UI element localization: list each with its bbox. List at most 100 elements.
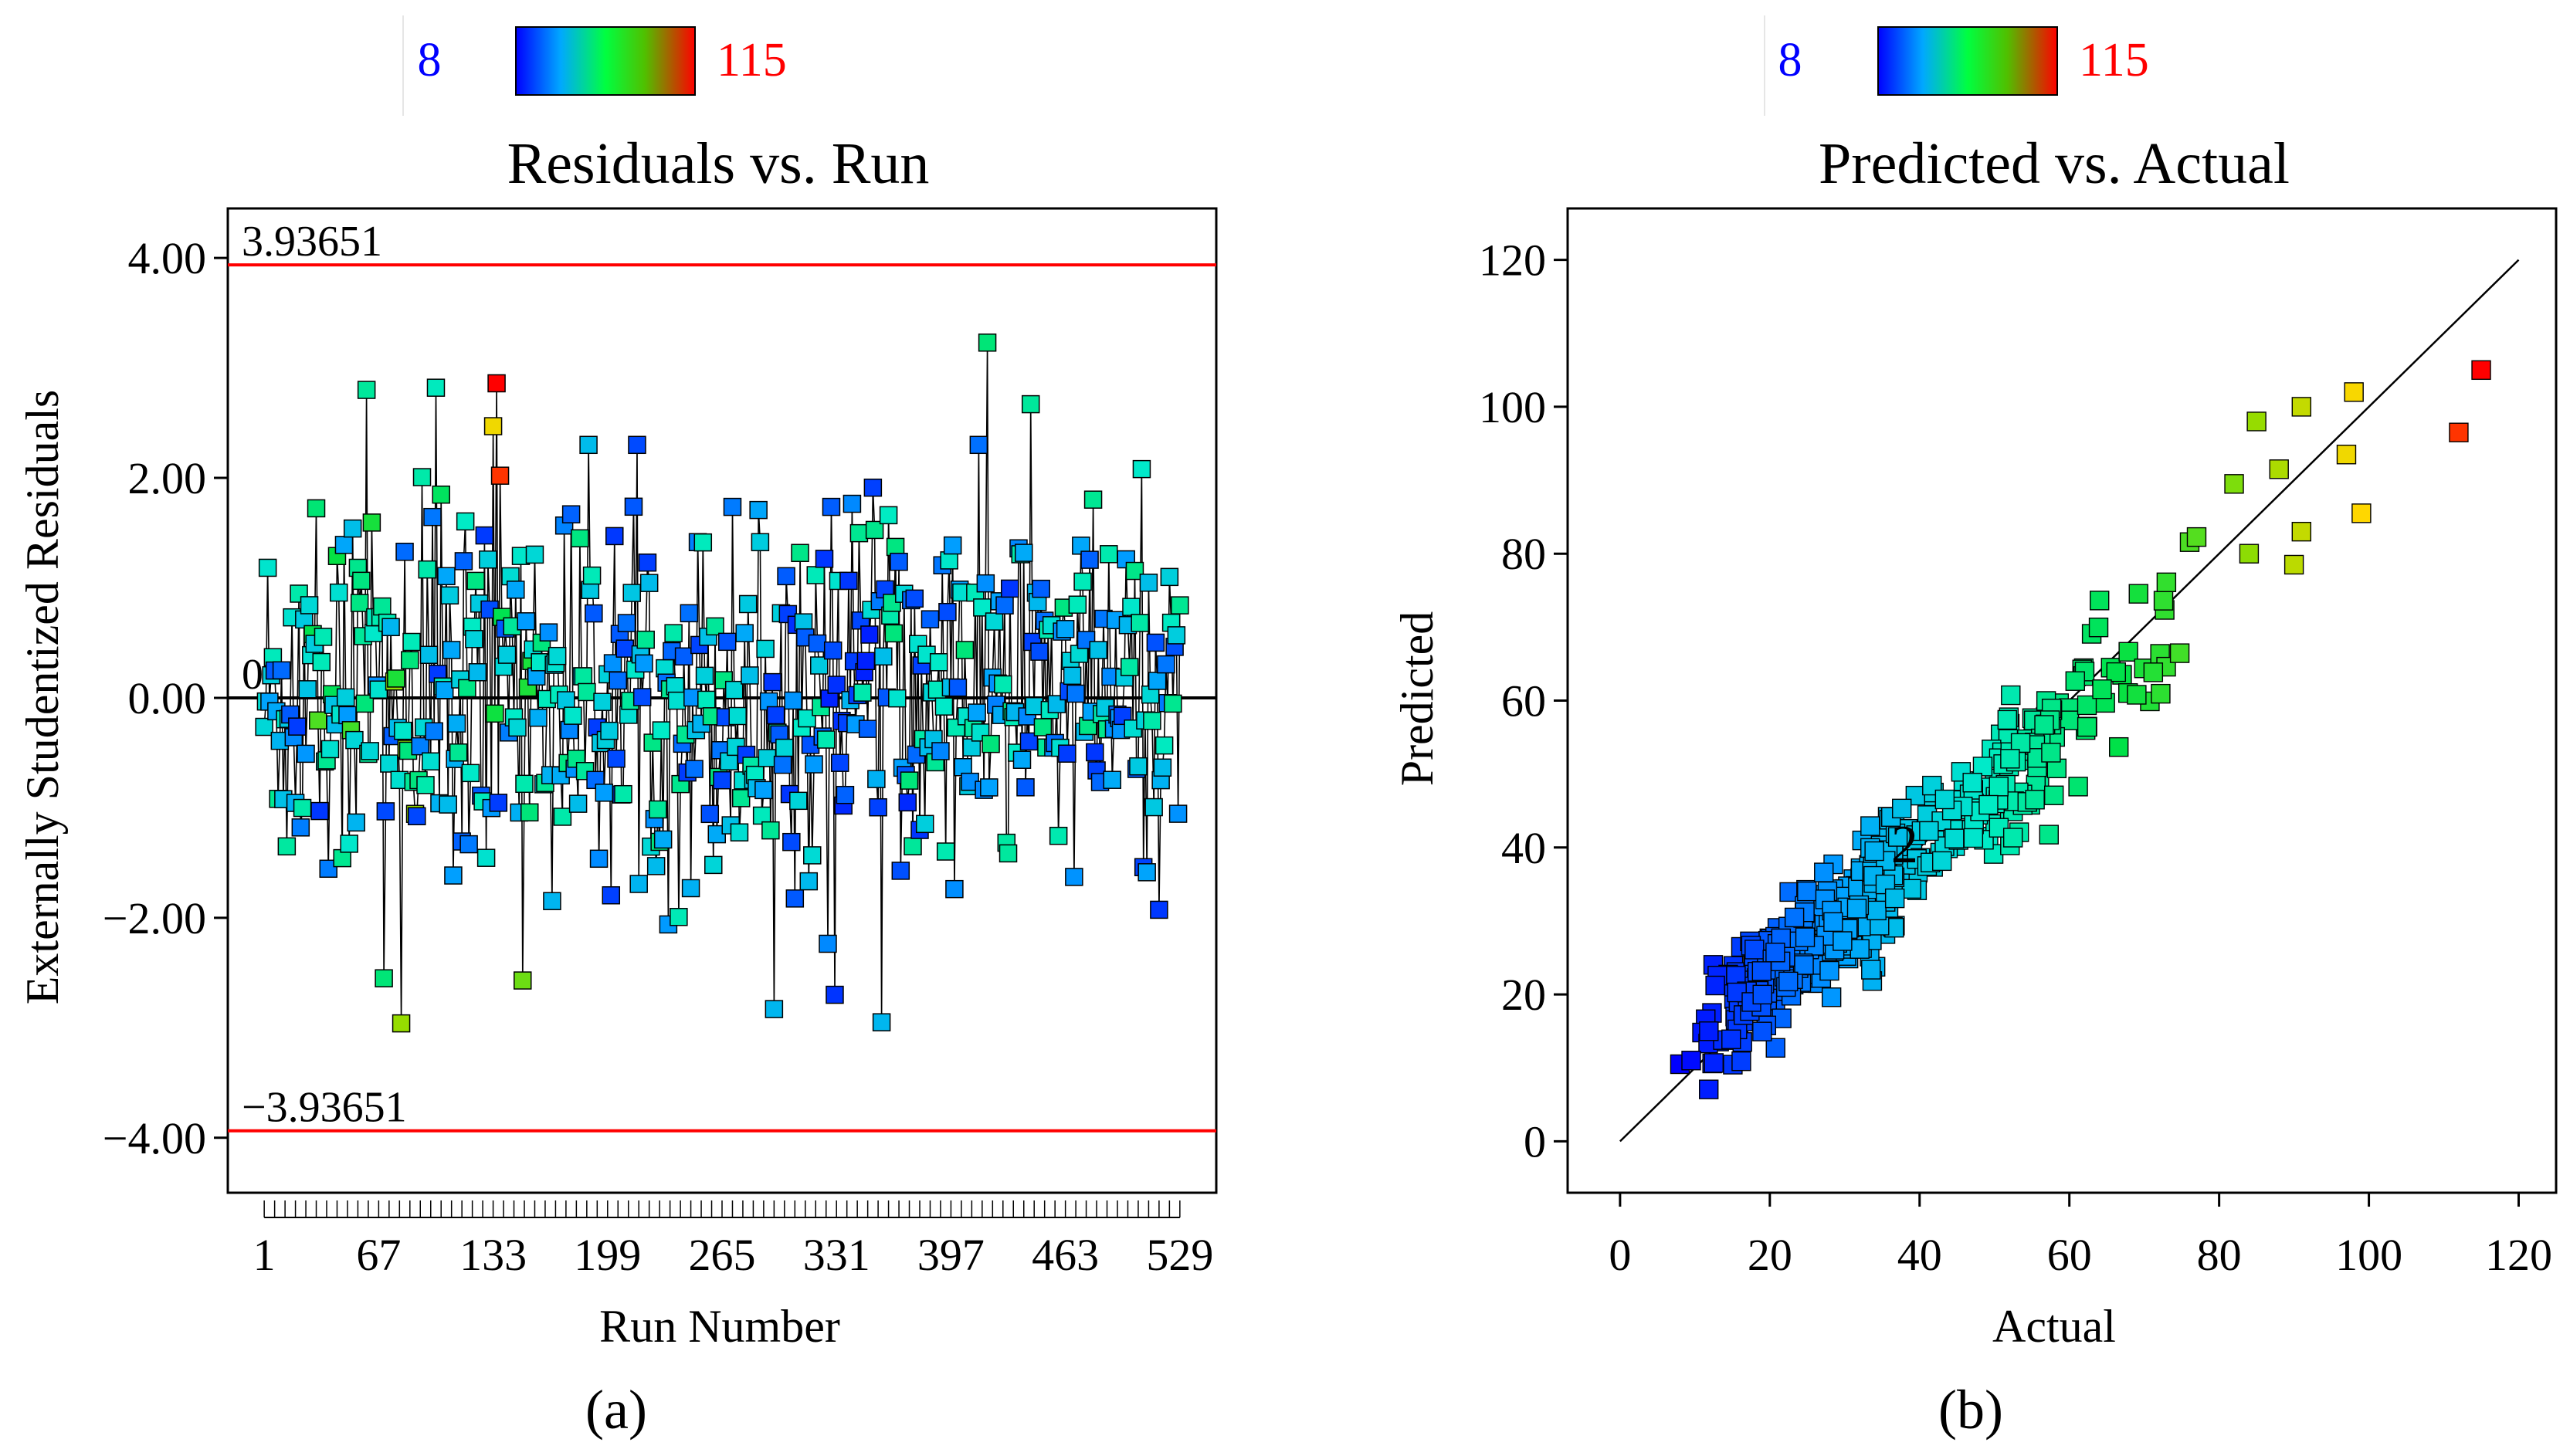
residual-point	[520, 803, 539, 822]
residual-point	[999, 844, 1018, 863]
residual-point	[459, 835, 478, 854]
residual-point	[785, 889, 805, 908]
residual-point	[447, 714, 466, 733]
residual-point	[456, 512, 475, 531]
predicted-point	[1681, 1051, 1701, 1071]
predicted-point	[1892, 798, 1912, 819]
residual-point	[1056, 620, 1075, 638]
residual-point	[609, 671, 628, 690]
residual-point	[314, 628, 333, 646]
residual-point	[515, 774, 534, 794]
residual-point	[664, 624, 683, 642]
residual-point	[394, 721, 412, 740]
residual-point	[1131, 614, 1149, 632]
residual-point	[763, 672, 782, 692]
predicted-point	[2065, 671, 2085, 691]
residual-point	[1016, 778, 1035, 797]
reference-line-label: 3.93651	[242, 218, 382, 266]
residual-point	[412, 468, 432, 486]
residual-point	[728, 706, 747, 726]
predicted-point	[2088, 617, 2109, 638]
predicted-point	[2001, 685, 2021, 706]
residual-point	[357, 381, 376, 399]
residual-point	[1150, 900, 1168, 919]
predicted-point	[1731, 1051, 1751, 1072]
residual-point	[465, 630, 483, 648]
predicted-point	[2041, 743, 2061, 763]
residual-point	[387, 669, 405, 688]
predicted-point	[1997, 709, 2018, 730]
residual-point	[978, 334, 997, 352]
residual-point	[1146, 633, 1165, 652]
residual-point	[867, 770, 886, 788]
x-tick-label: 0	[1609, 1230, 1631, 1280]
residual-point	[402, 632, 421, 652]
residual-point	[798, 709, 816, 728]
residual-point	[891, 862, 910, 880]
residual-point	[439, 795, 457, 814]
residual-point	[487, 374, 506, 393]
x-tick-label: 397	[917, 1230, 985, 1280]
residual-point	[860, 625, 879, 644]
residual-point	[985, 612, 1004, 631]
predicted-point	[2291, 521, 2312, 542]
residual-point	[442, 641, 461, 659]
x-tick-label: 463	[1032, 1230, 1099, 1280]
y-tick-label: 0.00	[128, 673, 207, 723]
residual-point	[888, 689, 907, 708]
residual-point	[595, 784, 614, 802]
residual-point	[1065, 868, 1083, 886]
residual-point	[340, 835, 358, 853]
residual-point	[639, 574, 659, 592]
residual-point	[548, 646, 567, 665]
residual-point	[955, 641, 975, 659]
x-tick-label: 1	[253, 1230, 276, 1280]
predicted-point	[2246, 411, 2267, 432]
residual-point	[685, 760, 704, 778]
residual-point	[435, 681, 454, 699]
residual-point	[863, 478, 883, 497]
residual-point	[568, 794, 588, 813]
residual-point	[425, 722, 443, 741]
predicted-point	[2077, 695, 2097, 716]
reference-line-label: −3.93651	[242, 1084, 407, 1132]
residual-point	[761, 821, 780, 840]
predicted-point	[1752, 1021, 1772, 1041]
residual-point	[508, 718, 527, 737]
colorbar-b-min: 8	[1778, 34, 1802, 86]
residual-point	[898, 793, 917, 812]
residual-point	[293, 798, 312, 818]
predicted-point	[1797, 881, 1817, 902]
residual-point	[1148, 672, 1167, 690]
residual-point	[345, 730, 364, 750]
residual-point	[766, 706, 785, 725]
residual-point	[1033, 718, 1053, 736]
predicted-point	[1833, 931, 1853, 951]
residual-point	[799, 872, 819, 891]
residual-point	[602, 885, 621, 905]
residual-point	[784, 691, 802, 710]
predicted-point	[2025, 790, 2045, 810]
x-tick-label: 20	[1748, 1230, 1792, 1280]
residual-point	[461, 764, 480, 783]
residual-point	[723, 497, 742, 516]
predicted-point	[2077, 716, 2097, 737]
residual-point	[355, 694, 375, 713]
x-tick-label: 67	[356, 1230, 401, 1280]
residual-point	[605, 527, 624, 546]
residual-point	[1049, 826, 1068, 845]
y-tick-label: 0	[1524, 1116, 1546, 1166]
residual-point	[681, 879, 700, 898]
residual-point	[1153, 758, 1172, 777]
residual-point	[607, 750, 626, 768]
residual-point	[449, 743, 468, 762]
residual-point	[948, 678, 968, 697]
predicted-point	[1934, 789, 1955, 810]
residual-point	[1025, 696, 1043, 716]
residual-point	[628, 435, 646, 455]
predicted-point	[2092, 679, 2112, 699]
residual-point	[291, 818, 310, 837]
residual-point	[1080, 550, 1099, 569]
residual-point	[632, 688, 652, 706]
predicted-point	[1794, 955, 1814, 975]
